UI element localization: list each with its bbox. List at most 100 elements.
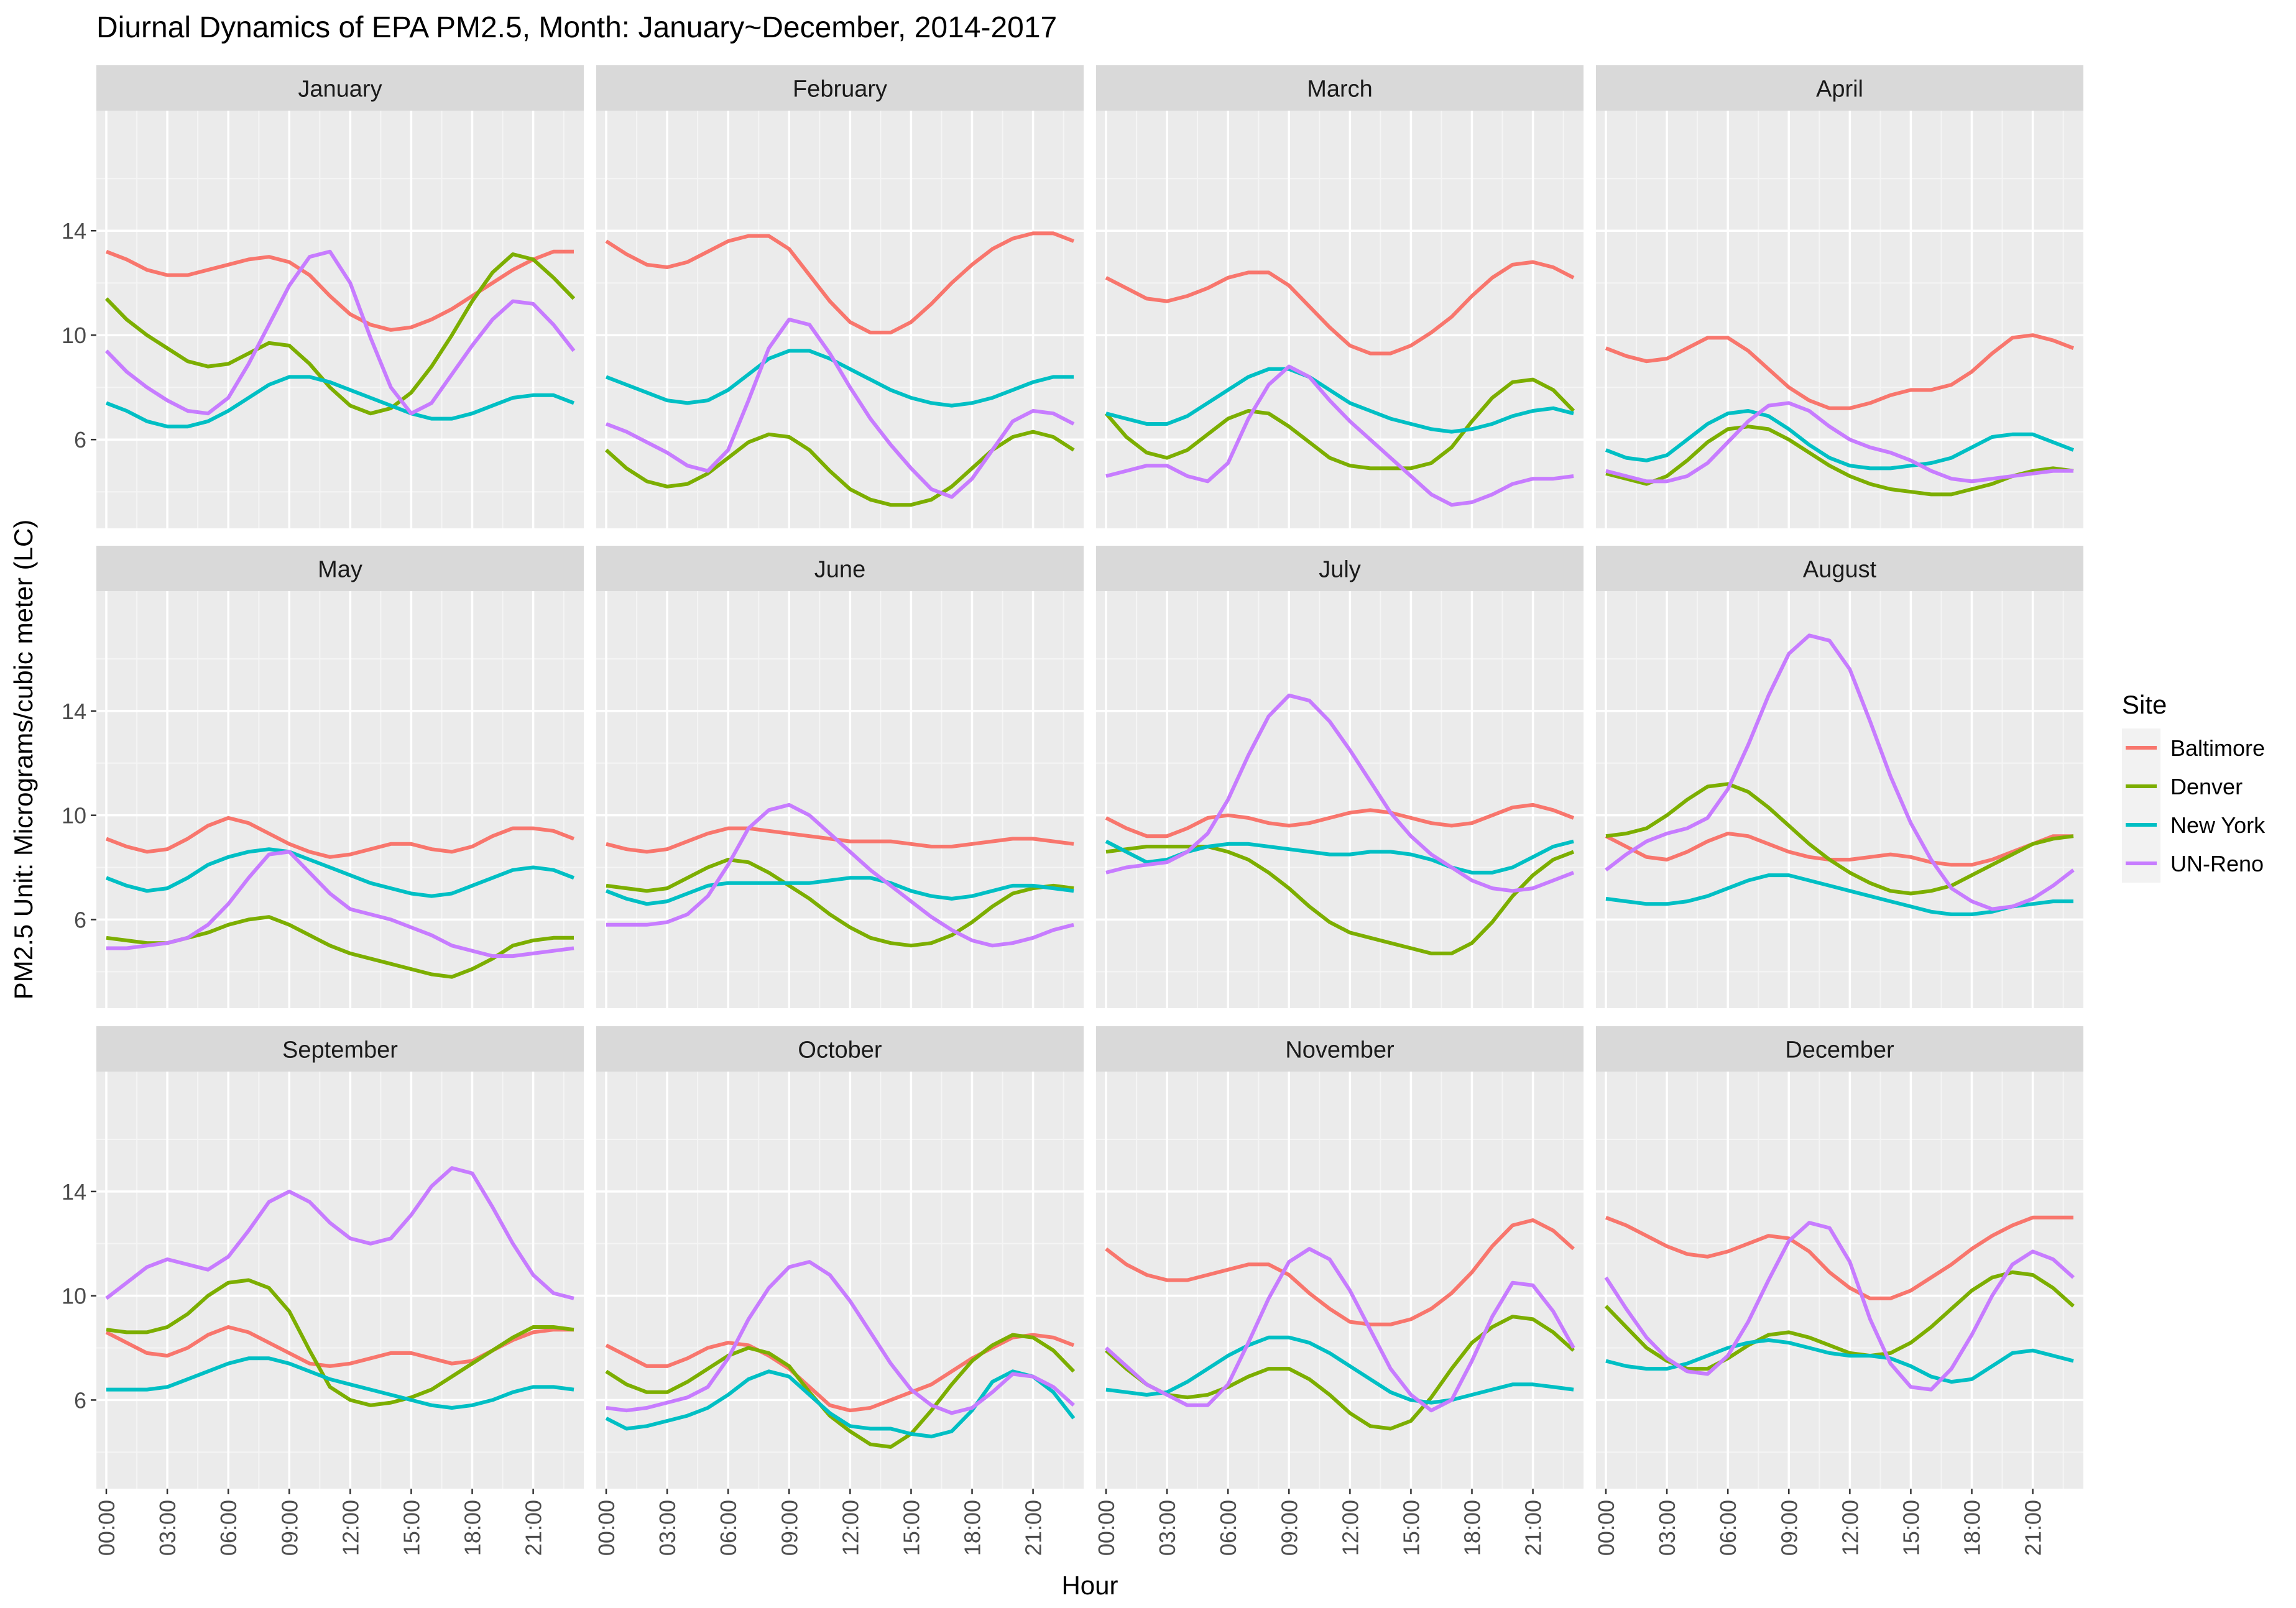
facet-strip-label: August xyxy=(1803,557,1877,583)
series-line-un-reno xyxy=(104,249,576,416)
facet-january: January 6 10 14 xyxy=(62,65,584,528)
x-tick-label: 03:00 xyxy=(655,1500,680,1556)
series-line-new-york xyxy=(1105,1335,1574,1405)
series-line-un-reno xyxy=(1105,364,1574,507)
panel-background xyxy=(1096,591,1584,1008)
legend-label: Baltimore xyxy=(2170,735,2265,761)
series-line-baltimore xyxy=(105,249,574,332)
x-tick-label: 00:00 xyxy=(94,1500,119,1556)
series-line-new-york xyxy=(106,1356,574,1410)
facet-may: May 6 10 14 xyxy=(62,546,584,1008)
y-tick-label: 14 xyxy=(62,699,86,724)
facet-strip xyxy=(96,1026,584,1072)
x-tick-label: 18:00 xyxy=(1960,1500,1985,1556)
x-tick-label: 03:00 xyxy=(1155,1500,1180,1556)
series-line-baltimore xyxy=(1605,333,2075,410)
facet-strip-label: July xyxy=(1319,557,1361,583)
facet-panels: January 6 10 14 February March April May 6 10 14 Ju… xyxy=(62,65,2083,1556)
facet-strip-label: June xyxy=(814,557,865,583)
series-line-un-reno xyxy=(106,850,574,958)
legend-entry-new-york: New York xyxy=(2122,806,2266,844)
x-tick-label: 15:00 xyxy=(399,1500,424,1556)
series-line-un-reno xyxy=(1605,401,2073,484)
series-line-denver xyxy=(1605,782,2074,896)
y-tick-label: 6 xyxy=(74,427,86,453)
facet-strip xyxy=(1596,65,2083,111)
x-tick-label: 06:00 xyxy=(216,1500,241,1556)
series-line-baltimore xyxy=(1105,260,1575,356)
x-tick-label: 03:00 xyxy=(1654,1500,1680,1556)
x-tick-label: 15:00 xyxy=(1398,1500,1424,1556)
series-line-denver xyxy=(606,858,1074,948)
series-line-new-york xyxy=(605,1369,1076,1439)
x-tick-label: 15:00 xyxy=(898,1500,924,1556)
series-line-baltimore xyxy=(105,815,575,859)
legend-entry-un-reno: UN-Reno xyxy=(2122,844,2264,883)
series-line-baltimore xyxy=(605,231,1075,334)
facet-strip-label: February xyxy=(793,76,887,103)
x-tick-label: 09:00 xyxy=(777,1500,802,1556)
legend-label: UN-Reno xyxy=(2170,851,2264,876)
series-line-new-york xyxy=(605,349,1074,408)
x-tick-label: 06:00 xyxy=(1215,1500,1241,1556)
x-tick-label: 12:00 xyxy=(1837,1500,1863,1556)
facet-november: November 00:00 03:00 06:00 09:00 12:00 15:00 18… xyxy=(1094,1026,1584,1556)
series-line-new-york xyxy=(1605,1338,2074,1384)
y-tick-label: 6 xyxy=(74,907,86,932)
panel-background xyxy=(1596,111,2083,528)
x-tick-label: 18:00 xyxy=(1460,1500,1485,1556)
facet-december: December 00:00 03:00 06:00 09:00 12:00 15:00 18… xyxy=(1593,1026,2083,1556)
chart-title: Diurnal Dynamics of EPA PM2.5, Month: Ja… xyxy=(96,11,1057,44)
facet-march: March xyxy=(1096,65,1584,528)
facet-strip-label: October xyxy=(798,1037,882,1064)
x-tick-label: 18:00 xyxy=(960,1500,985,1556)
series-line-denver xyxy=(106,1278,574,1407)
facet-strip-label: November xyxy=(1285,1037,1395,1064)
facet-strip-label: March xyxy=(1307,76,1373,103)
facet-strip xyxy=(96,546,584,591)
series-line-un-reno xyxy=(105,1166,574,1300)
series-line-un-reno xyxy=(606,802,1074,948)
x-tick-label: 12:00 xyxy=(338,1500,363,1556)
facet-october: October 00:00 03:00 06:00 09:00 12:00 15:00 18:… xyxy=(594,1026,1084,1556)
series-line-un-reno xyxy=(606,1260,1076,1415)
series-line-new-york xyxy=(1605,873,2073,916)
series-line-un-reno xyxy=(1605,633,2075,911)
series-line-new-york xyxy=(105,847,575,898)
legend-entry-baltimore: Baltimore xyxy=(2122,728,2265,767)
facet-august: August xyxy=(1596,546,2083,1008)
series-line-un-reno xyxy=(1104,1247,1575,1413)
legend-label: New York xyxy=(2170,812,2266,838)
series-line-baltimore xyxy=(606,826,1074,854)
facet-strip xyxy=(1096,65,1584,111)
facet-strip-label: April xyxy=(1816,76,1863,103)
x-axis-title: Hour xyxy=(1061,1571,1118,1600)
legend: Site Baltimore Denver New York UN-Reno xyxy=(2122,690,2266,883)
series-line-new-york xyxy=(105,375,575,429)
series-line-baltimore xyxy=(1605,832,2073,867)
facet-july: July xyxy=(1096,546,1584,1008)
panel-background xyxy=(596,591,1084,1008)
x-tick-label: 12:00 xyxy=(837,1500,863,1556)
series-line-baltimore xyxy=(1105,1218,1575,1326)
facet-june: June xyxy=(596,546,1084,1008)
x-tick-label: 00:00 xyxy=(1593,1500,1619,1556)
y-tick-label: 10 xyxy=(62,323,86,348)
panel-background xyxy=(96,1072,584,1489)
x-tick-label: 12:00 xyxy=(1337,1500,1363,1556)
series-line-new-york xyxy=(605,876,1074,906)
series-line-denver xyxy=(1104,1315,1575,1431)
series-line-baltimore xyxy=(1105,802,1575,838)
x-tick-label: 21:00 xyxy=(521,1500,546,1556)
facet-strip xyxy=(1096,1026,1584,1072)
series-line-denver xyxy=(104,252,576,416)
legend-title: Site xyxy=(2122,690,2167,719)
y-tick-label: 14 xyxy=(62,1179,86,1205)
x-tick-label: 00:00 xyxy=(1094,1500,1119,1556)
series-line-un-reno xyxy=(605,318,1075,499)
facet-strip xyxy=(596,546,1084,591)
facet-strip-label: January xyxy=(298,76,382,103)
series-line-denver xyxy=(1104,377,1575,471)
facet-september: September 6 10 14 00:00 03:00 06:00 09:00 12:00 1… xyxy=(62,1026,584,1556)
